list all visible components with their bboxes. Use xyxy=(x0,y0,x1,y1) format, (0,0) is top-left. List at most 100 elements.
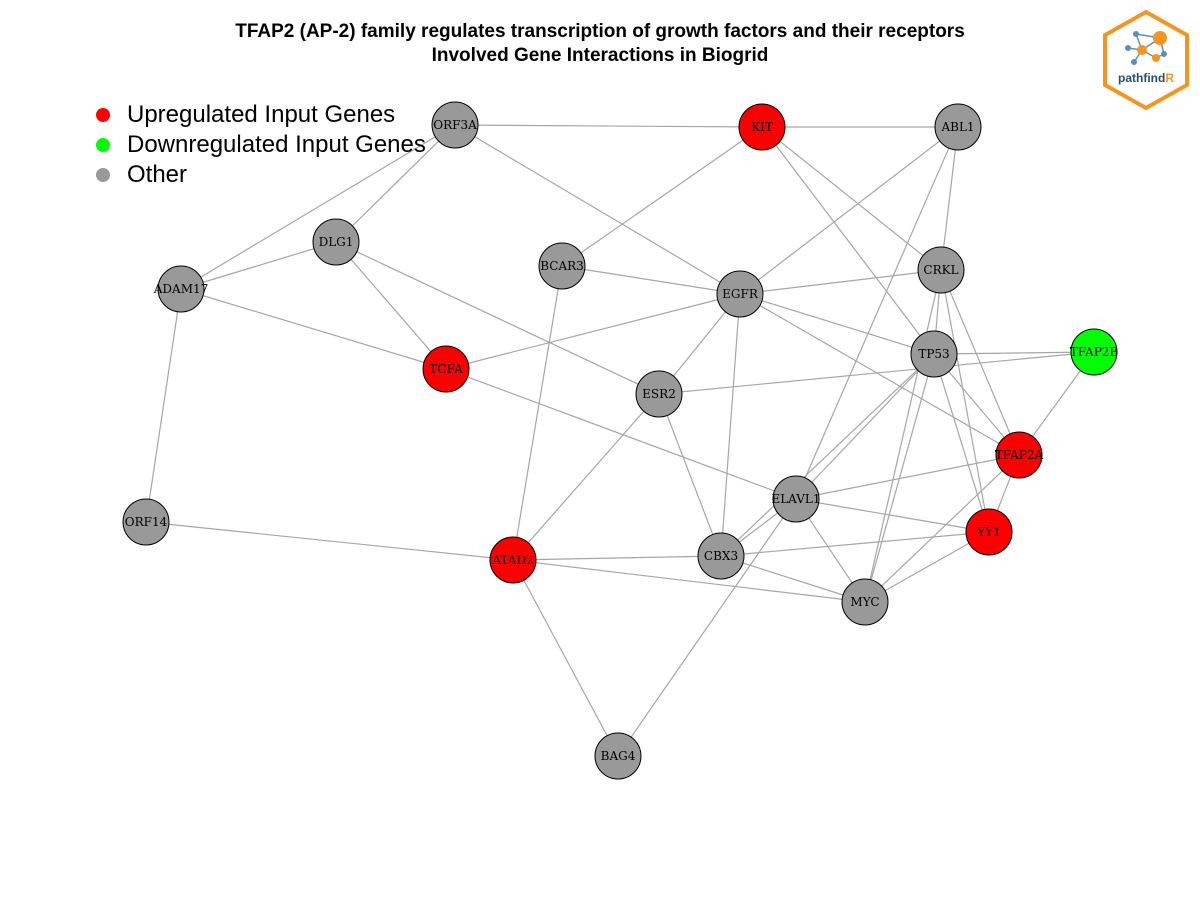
node-myc: MYC xyxy=(841,578,889,626)
edge-abl1-egfr xyxy=(739,126,959,295)
edge-yy1-myc xyxy=(864,531,990,603)
edge-orf3a-kit xyxy=(454,124,763,128)
edge-abl1-elavl1 xyxy=(795,126,959,500)
node-label: DLG1 xyxy=(319,235,354,249)
node-abl1: ABL1 xyxy=(934,103,982,151)
node-circle xyxy=(995,431,1043,479)
node-label: CBX3 xyxy=(704,549,738,563)
chart-title: TFAP2 (AP-2) family regulates transcript… xyxy=(0,20,1200,68)
node-label: BCAR3 xyxy=(540,259,584,273)
node-bag4: BAG4 xyxy=(594,732,642,780)
pathfindr-logo: pathfindR xyxy=(1103,9,1189,111)
edge-orf3a-adam17 xyxy=(180,124,456,290)
node-elavl1: ELAVL1 xyxy=(771,475,821,523)
edge-orf14-atad2 xyxy=(145,521,514,561)
node-label: CRKL xyxy=(923,263,958,277)
legend-item-upregulated: Upregulated Input Genes xyxy=(96,100,426,130)
edge-tfap2b-esr2 xyxy=(658,351,1095,395)
node-label: TP53 xyxy=(918,347,949,361)
edge-bcar3-egfr xyxy=(561,265,741,295)
node-circle xyxy=(697,532,745,580)
node-esr2: ESR2 xyxy=(635,370,683,418)
node-cbx3: CBX3 xyxy=(697,532,745,580)
edge-dlg1-adam17 xyxy=(180,241,337,290)
legend-dot-red-icon xyxy=(96,108,110,122)
node-atad2: ATAD2 xyxy=(489,536,537,584)
edge-tp53-elavl1 xyxy=(795,353,935,500)
node-circle xyxy=(312,218,360,266)
edge-egfr-tfap2a xyxy=(739,293,1020,456)
node-label: TFAP2B xyxy=(1070,345,1119,359)
edge-orf3a-dlg1 xyxy=(335,124,456,243)
node-circle xyxy=(489,536,537,584)
edge-egfr-cbx3 xyxy=(720,293,741,557)
edge-elavl1-yy1 xyxy=(795,498,990,533)
edge-kit-crkl xyxy=(761,126,942,271)
edge-crkl-yy1 xyxy=(940,269,990,533)
node-adam17: ADAM17 xyxy=(153,265,209,313)
node-label: EGFR xyxy=(722,287,759,301)
node-circle xyxy=(738,103,786,151)
node-label: BAG4 xyxy=(601,749,636,763)
edge-atad2-cbx3 xyxy=(512,555,722,561)
legend: Upregulated Input Genes Downregulated In… xyxy=(96,100,426,190)
title-line-1: TFAP2 (AP-2) family regulates transcript… xyxy=(235,21,965,42)
node-label: TGFA xyxy=(429,362,463,376)
edge-esr2-atad2 xyxy=(512,393,660,561)
svg-text:pathfindR: pathfindR xyxy=(1118,71,1174,85)
legend-item-downregulated: Downregulated Input Genes xyxy=(96,130,426,160)
edge-abl1-crkl xyxy=(940,126,959,271)
node-orf3a: ORF3A xyxy=(431,101,479,149)
node-circle xyxy=(841,578,889,626)
legend-label: Other xyxy=(127,161,188,188)
edge-dlg1-tgfa xyxy=(335,241,447,370)
node-label: ORF3A xyxy=(433,118,477,132)
edge-atad2-bag4 xyxy=(512,559,619,757)
node-circle xyxy=(917,246,965,294)
node-circle xyxy=(157,265,205,313)
node-tfap2a: TFAP2A xyxy=(995,431,1044,479)
node-tfap2b: TFAP2B xyxy=(1070,328,1119,376)
node-yy1: YY1 xyxy=(965,508,1013,556)
edge-elavl1-bag4 xyxy=(617,498,797,757)
node-label: MYC xyxy=(850,595,879,609)
legend-dot-grey-icon xyxy=(96,168,110,182)
node-label: TFAP2A xyxy=(995,448,1044,462)
edge-tp53-tfap2b xyxy=(933,351,1095,355)
legend-label: Downregulated Input Genes xyxy=(127,131,426,158)
node-label: ELAVL1 xyxy=(771,492,820,506)
legend-label: Upregulated Input Genes xyxy=(127,101,396,128)
node-bcar3: BCAR3 xyxy=(538,242,586,290)
edge-crkl-myc xyxy=(864,269,942,603)
edge-bcar3-atad2 xyxy=(512,265,563,561)
node-circle xyxy=(538,242,586,290)
edge-tp53-yy1 xyxy=(933,353,990,533)
node-kit: KIT xyxy=(738,103,786,151)
node-label: ADAM17 xyxy=(153,282,209,296)
node-label: ABL1 xyxy=(940,120,974,134)
title-line-2: Involved Gene Interactions in Biogrid xyxy=(431,45,769,66)
node-egfr: EGFR xyxy=(716,270,764,318)
node-circle xyxy=(122,498,170,546)
node-circle xyxy=(772,475,820,523)
edge-atad2-myc xyxy=(512,559,866,603)
edge-dlg1-esr2 xyxy=(335,241,660,395)
node-crkl: CRKL xyxy=(917,246,965,294)
node-dlg1: DLG1 xyxy=(312,218,360,266)
edge-egfr-crkl xyxy=(739,269,942,295)
legend-dot-green-icon xyxy=(96,138,110,152)
edge-yy1-cbx3 xyxy=(720,531,990,557)
node-label: KIT xyxy=(751,120,773,134)
edge-orf3a-egfr xyxy=(454,124,741,295)
node-circle xyxy=(1070,328,1118,376)
edge-cbx3-myc xyxy=(720,555,866,603)
edge-egfr-tgfa xyxy=(445,293,741,370)
edge-kit-bcar3 xyxy=(561,126,763,267)
legend-item-other: Other xyxy=(96,160,426,190)
edge-esr2-cbx3 xyxy=(658,393,722,557)
logo-text-accent: R xyxy=(1165,71,1174,85)
node-label: ORF14 xyxy=(125,515,168,529)
node-circle xyxy=(910,330,958,378)
node-label: YY1 xyxy=(976,525,1000,539)
hexagon-frame-icon xyxy=(1103,9,1189,111)
